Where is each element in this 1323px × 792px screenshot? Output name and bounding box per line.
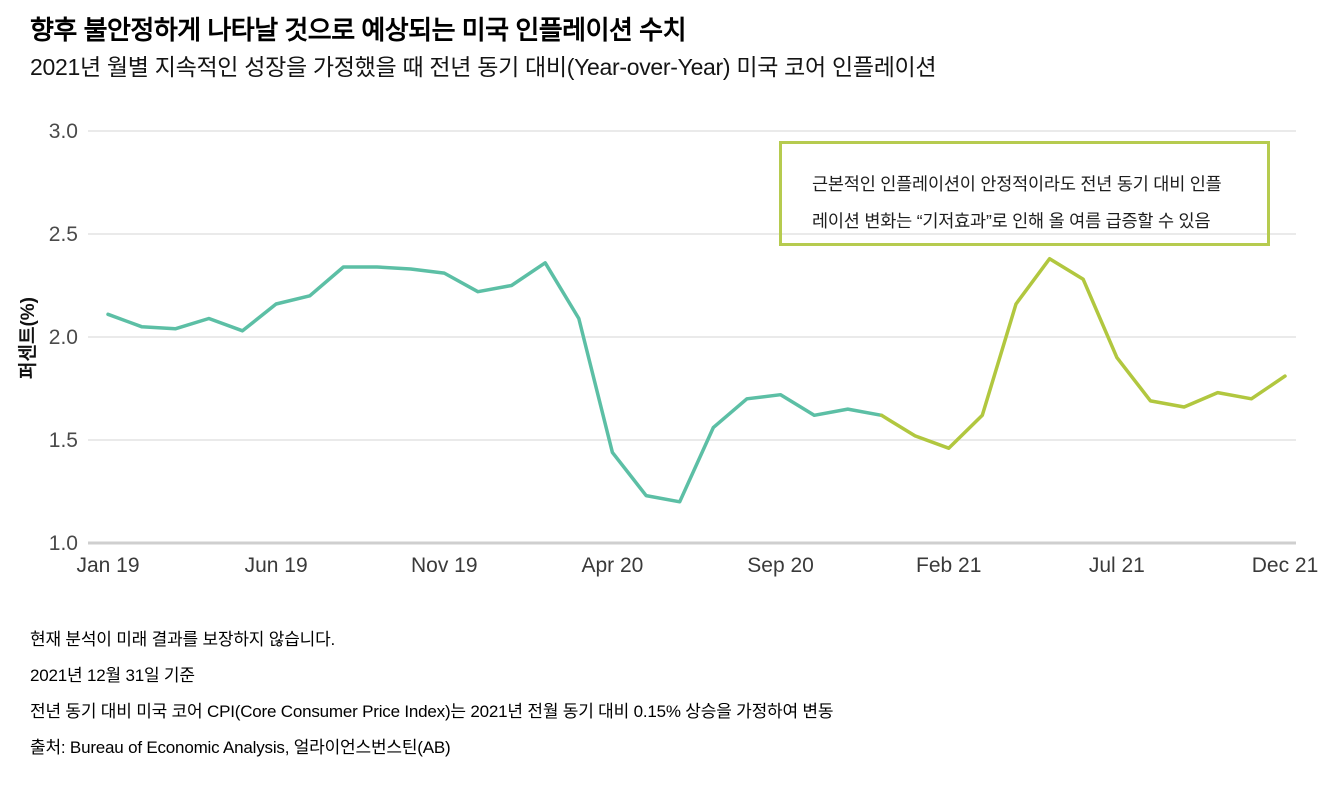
annotation-text-line-1: 근본적인 인플레이션이 안정적이라도 전년 동기 대비 인플	[812, 174, 1222, 194]
footnote-as-of-date: 2021년 12월 31일 기준	[30, 666, 195, 685]
y-axis-tick-label: 1.0	[49, 532, 78, 555]
footnote-source: 출처: Bureau of Economic Analysis, 얼라이언스번스…	[30, 738, 451, 757]
footnotes: 현재 분석이 미래 결과를 보장하지 않습니다. 2021년 12월 31일 기…	[30, 622, 834, 766]
x-axis-tick-label: Apr 20	[581, 554, 643, 577]
footnote-assumption: 전년 동기 대비 미국 코어 CPI(Core Consumer Price I…	[30, 702, 834, 721]
series-line-projection	[879, 256, 1287, 450]
chart-canvas: 1.0 1.5 2.0 2.5 3.0 퍼센트(%) Jan 19 Jun 19 Nov 19 A…	[17, 120, 1319, 577]
page-subtitle: 2021년 월별 지속적인 성장을 가정했을 때 전년 동기 대비(Year-o…	[30, 54, 937, 80]
annotation-text-line-2: 레이션 변화는 “기저효과”로 인해 올 여름 급증할 수 있음	[812, 211, 1211, 231]
x-axis-tick-label: Sep 20	[747, 554, 814, 577]
x-axis-tick-label: Jun 19	[245, 554, 308, 577]
x-axis-tick-label: Jul 21	[1089, 554, 1145, 577]
x-axis-tick-label: Nov 19	[411, 554, 478, 577]
y-axis-tick-label: 2.5	[49, 223, 78, 246]
x-axis-tick-label: Dec 21	[1252, 554, 1319, 577]
y-axis-title: 퍼센트(%)	[17, 297, 39, 379]
page-title: 향후 불안정하게 나타날 것으로 예상되는 미국 인플레이션 수치	[30, 15, 687, 45]
y-axis-tick-label: 2.0	[49, 326, 78, 349]
footnote-disclaimer: 현재 분석이 미래 결과를 보장하지 않습니다.	[30, 630, 336, 649]
x-axis-tick-label: Jan 19	[76, 554, 139, 577]
inflation-line-chart: 1.0 1.5 2.0 2.5 3.0 퍼센트(%) Jan 19 Jun 19 Nov 19 A…	[17, 120, 1319, 577]
y-axis-tick-label: 1.5	[49, 429, 78, 452]
series-line-actual	[106, 261, 884, 504]
annotation-callout-box: 근본적인 인플레이션이 안정적이라도 전년 동기 대비 인플 레이션 변화는 “…	[779, 141, 1270, 246]
x-axis-tick-label: Feb 21	[916, 554, 981, 577]
y-axis-tick-label: 3.0	[49, 120, 78, 143]
